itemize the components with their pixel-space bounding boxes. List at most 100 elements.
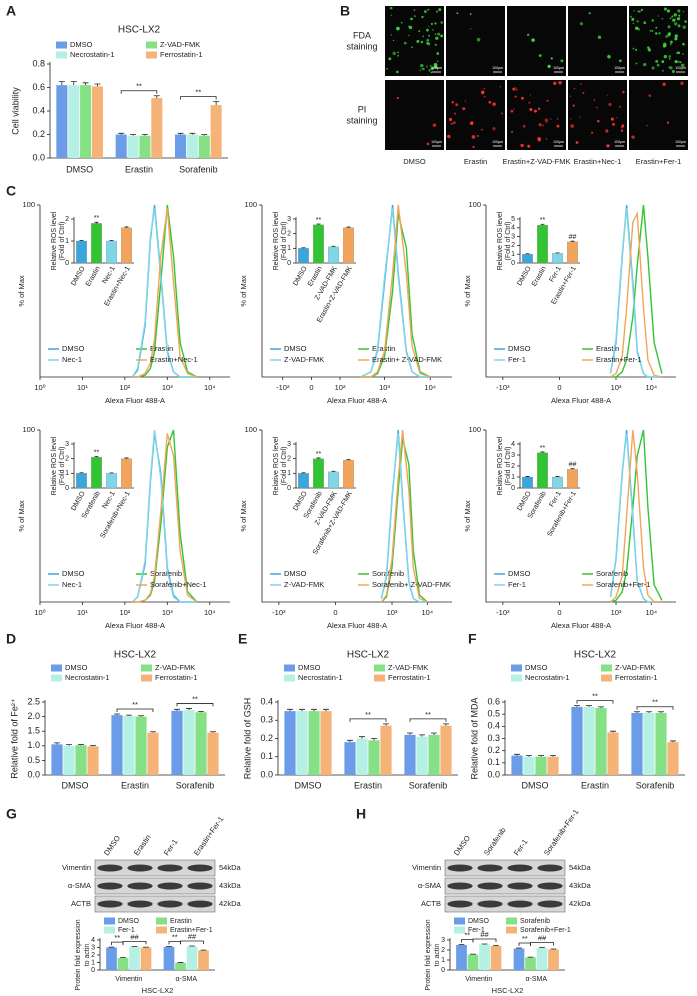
inset-bar (313, 458, 324, 489)
cell (669, 17, 672, 19)
cell (511, 130, 514, 133)
cell (390, 34, 393, 36)
cell (526, 33, 530, 37)
significance-bracket (120, 90, 158, 94)
legend-label: Erastin (596, 344, 619, 353)
size-label: 54kDa (219, 863, 242, 872)
histogram-curve (609, 208, 662, 378)
x-axis-label: HSC-LX2 (142, 986, 174, 995)
legend-label: Ferrostatin-1 (155, 673, 198, 682)
y-tick-label: 4 (91, 937, 95, 944)
cell (429, 65, 432, 67)
y-tick-label: 2.5 (27, 696, 40, 706)
error-bar (538, 755, 544, 757)
error-bar (94, 83, 101, 87)
y-tick-label: 1.0 (27, 740, 40, 750)
cell (558, 81, 562, 85)
error-bar (174, 708, 180, 711)
blot-band (507, 864, 533, 872)
cell (606, 144, 610, 148)
bar (416, 736, 428, 775)
cell (430, 22, 433, 26)
blot-strip (444, 859, 566, 877)
cell (520, 96, 524, 100)
row-label: ACTB (71, 899, 91, 908)
cell (618, 59, 622, 63)
legend-label: DMSO (284, 569, 307, 578)
cell (470, 121, 474, 125)
column-label: Erastin+Fer-1 (636, 157, 682, 166)
blot-band (447, 864, 473, 872)
cell (432, 123, 437, 127)
legend-label: Nec-1 (62, 355, 82, 364)
x-tick-label: Sorafenib (636, 780, 675, 790)
cell (635, 62, 638, 65)
inset-bar (76, 240, 87, 264)
significance-label: ** (195, 88, 201, 97)
bar (667, 742, 679, 775)
y-axis-label: Relative ROS level (273, 436, 280, 495)
y-axis-label: % of Max (463, 275, 472, 307)
significance-label: ** (522, 934, 528, 943)
blot-band (507, 882, 533, 890)
error-bar (347, 739, 353, 743)
cell (396, 70, 399, 74)
error-bar (82, 82, 89, 86)
scale-bar-label: 100μm (675, 140, 686, 144)
cell (538, 54, 542, 58)
significance-label: ** (94, 449, 100, 456)
cell (570, 118, 572, 120)
cell (674, 34, 678, 38)
cell (483, 87, 486, 90)
error-bar (141, 134, 148, 136)
y-axis (261, 205, 452, 378)
cell (632, 47, 635, 50)
scale-bar-label: 100μm (675, 66, 686, 70)
bar (207, 732, 219, 775)
y-tick-label: 1 (287, 245, 291, 252)
y-tick-label: 0.0 (27, 769, 40, 779)
cell (388, 57, 392, 61)
y-tick-label: 100 (22, 200, 35, 209)
x-axis-label: Alexa Fluor 488-A (105, 621, 165, 630)
cell (420, 40, 424, 44)
x-tick-label: 10² (119, 608, 130, 617)
x-tick-label: 0 (557, 608, 561, 617)
inset-bar (567, 241, 578, 264)
bar (467, 954, 479, 970)
cell (680, 63, 685, 68)
error-bar (90, 745, 96, 747)
bar (440, 725, 452, 775)
legend-label: DMSO (118, 918, 140, 925)
cell (550, 57, 553, 60)
blot-band (97, 882, 123, 890)
cell (667, 25, 671, 29)
micrograph (629, 80, 688, 150)
cell (682, 53, 684, 55)
x-tick-label: 10² (335, 383, 346, 392)
cell (676, 51, 679, 55)
cell (572, 104, 575, 107)
legend-label: Necrostatin-1 (70, 50, 115, 59)
y-tick-label: 0.5 (27, 755, 40, 765)
histogram-curve (610, 429, 663, 603)
cell (392, 51, 396, 56)
cell (673, 13, 677, 17)
bar (135, 716, 147, 775)
cell (538, 123, 542, 127)
cell (414, 15, 416, 17)
y-axis-label: (Fold of Ctrl) (281, 447, 288, 486)
bar (490, 946, 502, 970)
x-axis-label: HSC-LX2 (492, 986, 524, 995)
x-tick-label: Sorafenib (176, 780, 215, 790)
legend-label: Necrostatin-1 (65, 673, 110, 682)
cell (596, 106, 598, 109)
legend-swatch (146, 41, 157, 49)
legend-label: DMSO (468, 918, 490, 925)
cell (449, 117, 453, 121)
legend-label: Fer-1 (508, 580, 526, 589)
column-label: DMSO (403, 157, 426, 166)
cell (528, 101, 531, 104)
bar (115, 134, 127, 158)
